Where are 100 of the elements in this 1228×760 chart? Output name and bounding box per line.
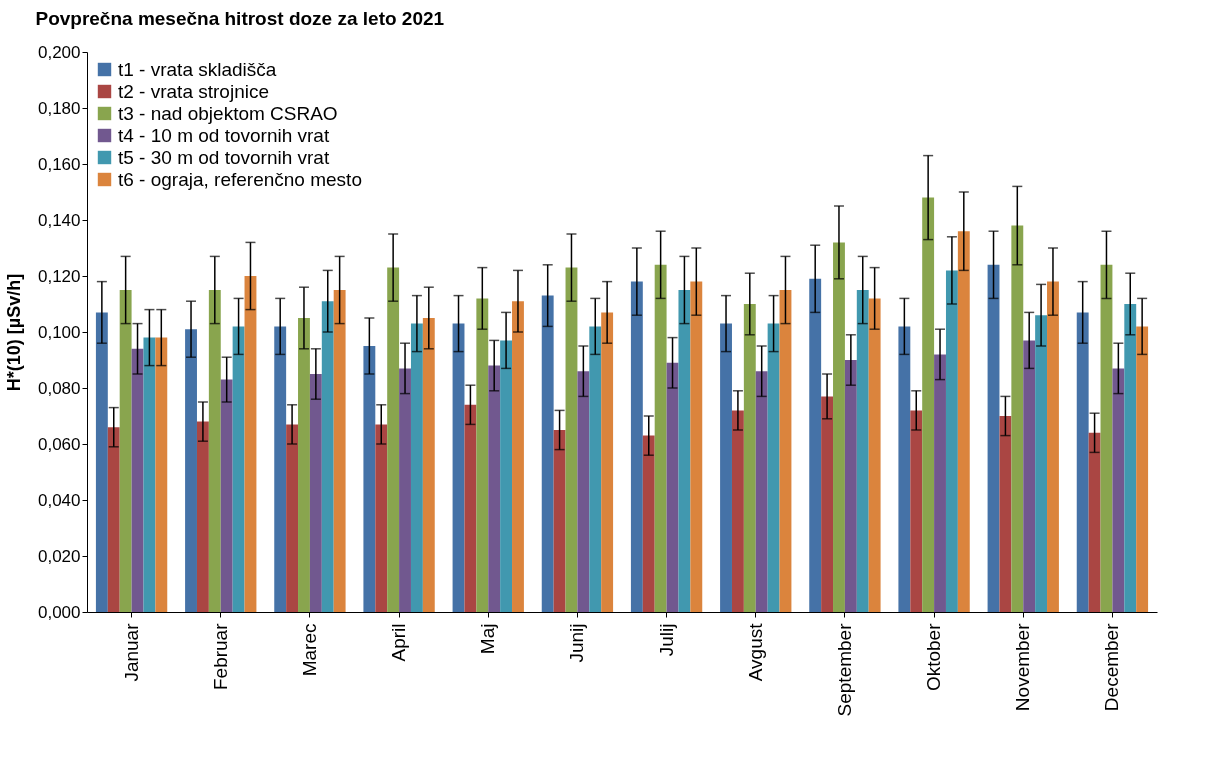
bar [743, 304, 756, 612]
bar [399, 368, 411, 612]
bar [755, 371, 768, 612]
bar [220, 379, 233, 612]
legend-label: t4 - 10 m od tovornih vrat [118, 124, 330, 146]
bar [910, 410, 923, 612]
bar [95, 312, 108, 612]
bar [1100, 264, 1113, 612]
y-tick-label: 0,060 [37, 434, 81, 454]
bar [107, 427, 120, 612]
y-tick-label: 0,080 [37, 378, 81, 398]
x-tick-label: November [1012, 622, 1034, 712]
y-tick-label: 0,160 [37, 154, 81, 174]
y-tick-label: 0,040 [37, 490, 81, 510]
bar [1136, 326, 1149, 612]
x-tick-label: April [388, 623, 410, 662]
bar [844, 360, 857, 612]
bar [185, 329, 197, 612]
y-tick-label: 0,180 [37, 98, 81, 118]
legend-label: t1 - vrata skladišča [118, 58, 277, 80]
bar [690, 281, 703, 612]
y-tick-label: 0,120 [37, 266, 81, 286]
bar [244, 276, 257, 612]
bar [410, 323, 423, 612]
bar [298, 318, 310, 612]
bar [856, 290, 869, 612]
bar [720, 323, 732, 612]
bar [589, 326, 602, 612]
bar [1088, 432, 1101, 612]
legend-label: t2 - vrata strojnice [118, 80, 269, 102]
bar [286, 424, 299, 612]
bar [422, 318, 435, 612]
bar [630, 281, 643, 612]
bar [1035, 315, 1048, 612]
bar [642, 435, 655, 612]
bar [512, 301, 524, 612]
bar [565, 267, 578, 612]
bar [143, 337, 156, 612]
bar [898, 326, 911, 612]
bar [1124, 304, 1137, 612]
chart-title: Povprečna mesečna hitrost doze za leto 2021 [35, 8, 445, 29]
x-tick-label: Julij [655, 623, 677, 657]
bar [1076, 312, 1089, 612]
y-tick-label: 0,100 [37, 322, 81, 342]
bar [232, 326, 245, 612]
bar [488, 365, 501, 612]
y-tick-label: 0,140 [37, 210, 81, 230]
x-tick-label: Oktober [923, 622, 945, 692]
x-tick-label: Maj [477, 623, 499, 655]
bar [553, 430, 566, 612]
bar [464, 404, 477, 612]
bar [922, 197, 935, 612]
bar [678, 290, 691, 612]
bar [934, 354, 946, 612]
bar [541, 295, 554, 612]
bar [1047, 281, 1059, 612]
bar [363, 346, 376, 612]
legend-label: t3 - nad objektom CSRAO [118, 102, 338, 124]
x-tick-label: Junij [566, 623, 588, 663]
bar [809, 278, 822, 612]
legend-label: t6 - ograja, referenčno mesto [118, 168, 362, 190]
bar [309, 374, 322, 612]
bar [666, 362, 679, 612]
bar [375, 424, 388, 612]
bar [957, 231, 970, 612]
bar [654, 264, 667, 612]
x-tick-label: December [1101, 622, 1123, 712]
bar [155, 337, 168, 612]
bar [987, 264, 1000, 612]
bar [945, 270, 958, 612]
y-tick-label: 0,020 [37, 546, 81, 566]
bar [1023, 340, 1036, 612]
legend-label: t5 - 30 m od tovornih vrat [118, 146, 330, 168]
bar [274, 326, 287, 612]
x-tick-label: Februar [209, 622, 231, 691]
x-tick-label: Marec [298, 623, 320, 677]
bar [833, 242, 845, 612]
bar [577, 371, 590, 612]
y-tick-label: 0,200 [37, 42, 81, 62]
bar [333, 290, 346, 612]
bar [131, 348, 144, 612]
bar [196, 421, 209, 612]
bar [868, 298, 881, 612]
x-tick-label: September [833, 622, 855, 717]
bar [601, 312, 614, 612]
bar [1011, 225, 1024, 612]
bar [321, 301, 334, 612]
bar [476, 298, 489, 612]
bar [731, 410, 744, 612]
y-axis-title: H*(10) [µSv/h] [3, 273, 24, 392]
bar [779, 290, 792, 612]
bar [387, 267, 400, 612]
x-tick-label: Avgust [744, 622, 766, 682]
bar [821, 396, 834, 612]
bar [119, 290, 132, 612]
y-tick-label: 0,000 [37, 602, 81, 622]
bar [767, 323, 780, 612]
bar [999, 416, 1012, 612]
bar [208, 290, 221, 612]
bar [500, 340, 513, 612]
